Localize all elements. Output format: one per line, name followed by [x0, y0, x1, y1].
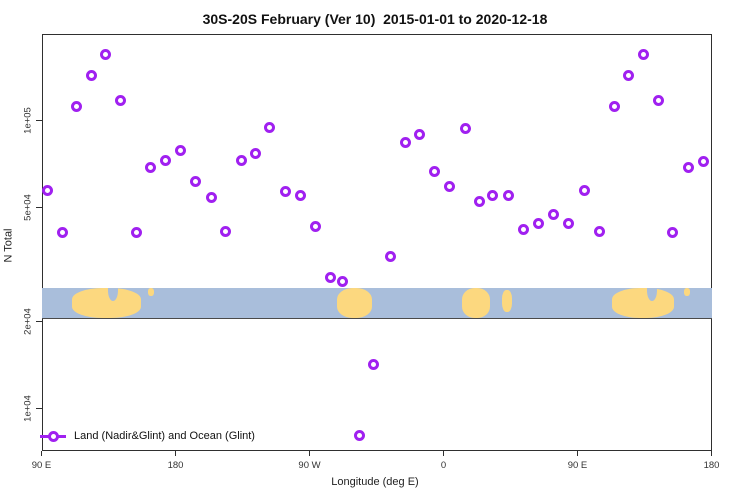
legend-label: Land (Nadir&Glint) and Ocean (Glint) — [74, 430, 255, 442]
data-point — [697, 155, 709, 167]
data-point — [682, 162, 694, 174]
x-tick-label: 90 E — [31, 460, 52, 471]
y-tick-label: 1e+04 — [22, 395, 34, 422]
legend-open-circle-icon — [47, 430, 59, 442]
data-point — [368, 359, 380, 371]
data-point — [71, 101, 83, 113]
data-point — [486, 189, 498, 201]
data-point — [638, 49, 650, 61]
data-point — [220, 225, 232, 237]
data-point — [443, 181, 455, 193]
chart-title: 30S-20S February (Ver 10) 2015-01-01 to … — [202, 11, 548, 27]
y-tick — [36, 408, 42, 409]
data-point — [385, 251, 397, 263]
data-point — [460, 123, 472, 135]
y-tick — [36, 120, 42, 121]
x-tick-label: 0 — [440, 460, 447, 471]
data-point — [145, 161, 157, 173]
y-tick-label: 2e+04 — [22, 308, 34, 336]
x-tick — [443, 451, 444, 456]
map-feature-gulf-of-carpentaria — [107, 288, 119, 301]
data-point — [100, 48, 112, 60]
data-point — [667, 226, 679, 238]
data-point — [594, 226, 606, 238]
data-point — [250, 147, 262, 159]
x-tick — [309, 451, 310, 456]
x-axis-label: Longitude (deg E) — [331, 476, 419, 488]
y-tick-label: 1e+05 — [22, 107, 34, 134]
data-point — [41, 184, 53, 196]
map-feature-australia — [72, 288, 141, 319]
x-tick — [41, 451, 42, 456]
data-point — [309, 221, 321, 233]
data-point — [86, 70, 98, 82]
x-tick — [711, 451, 712, 456]
data-point — [473, 196, 485, 208]
x-tick-label: 180 — [167, 460, 184, 471]
x-tick — [577, 451, 578, 456]
x-tick-label: 90 W — [298, 460, 321, 471]
map-feature-australia-2 — [611, 288, 675, 319]
y-tick — [36, 206, 42, 208]
data-point — [413, 129, 425, 141]
map-feature-africa — [462, 288, 491, 319]
data-point — [175, 144, 187, 156]
data-point — [264, 121, 276, 133]
data-point — [279, 186, 291, 198]
data-point — [578, 184, 590, 196]
data-point — [131, 226, 143, 238]
data-point — [399, 136, 411, 148]
data-point — [206, 191, 218, 203]
data-point — [57, 226, 69, 238]
x-tick-label: 90 E — [567, 460, 588, 471]
data-point — [160, 155, 172, 167]
data-point — [562, 218, 574, 230]
map-feature-madagascar — [502, 289, 512, 313]
plot-frame — [41, 33, 712, 451]
data-point — [190, 175, 202, 187]
data-point — [517, 223, 529, 235]
data-point — [115, 94, 127, 106]
data-point — [353, 430, 365, 442]
data-point — [532, 218, 544, 230]
data-point — [337, 276, 349, 288]
data-point — [652, 94, 664, 106]
map-strip-ocean — [41, 288, 712, 320]
data-point — [295, 190, 307, 202]
x-tick — [175, 451, 176, 456]
data-point — [235, 155, 247, 167]
y-tick — [36, 321, 42, 323]
data-point — [622, 70, 634, 82]
data-point — [503, 190, 515, 202]
map-feature-south-america — [337, 288, 373, 319]
y-tick-label: 5e+04 — [22, 193, 34, 221]
y-axis-label: N Total — [2, 228, 15, 263]
map-feature-new-caledonia-2 — [683, 288, 690, 297]
x-tick-label: 180 — [703, 460, 720, 471]
data-point — [548, 209, 560, 221]
data-point — [429, 165, 441, 177]
map-feature-new-caledonia — [147, 288, 154, 297]
data-point — [325, 272, 337, 283]
map-feature-gulf-of-carpentaria-2 — [646, 288, 658, 301]
data-point — [608, 101, 620, 113]
